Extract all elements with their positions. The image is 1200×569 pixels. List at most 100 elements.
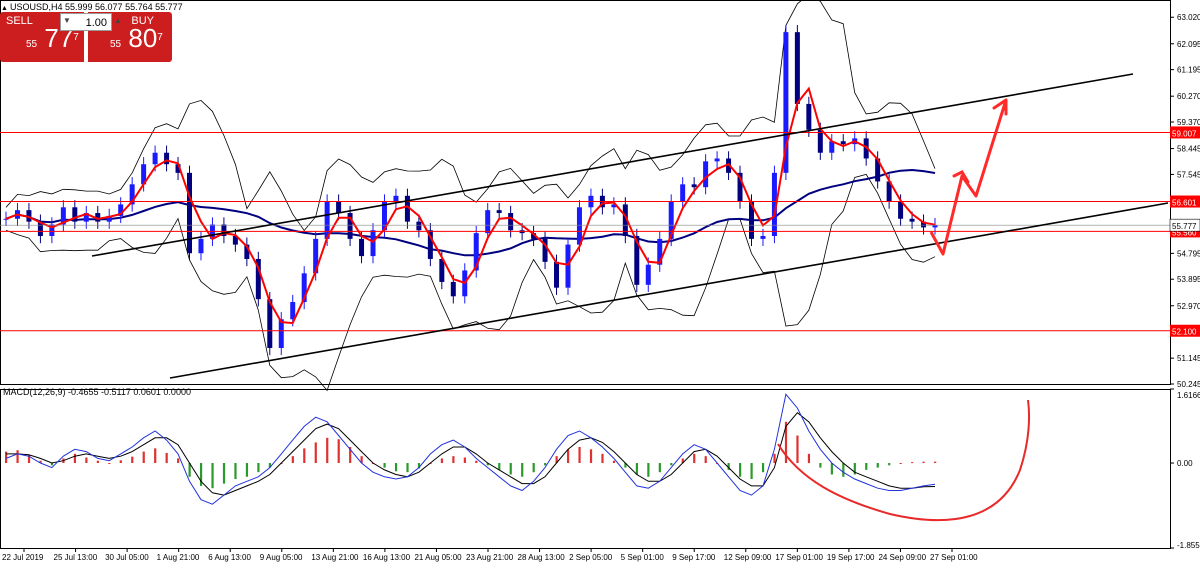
candle-body [645,264,651,285]
candle [37,214,43,244]
price-tick-label: 53.895 [1177,275,1200,284]
candle [794,24,800,112]
candle-body [152,152,158,165]
candle-body [771,172,777,236]
channel-upper-trendline [91,73,1134,257]
candle-body [840,141,846,145]
macd-histogram-bar [922,461,925,464]
macd-histogram-bar [578,446,581,464]
candle-body [290,302,296,320]
candle-body [336,201,342,214]
macd-histogram-bar [337,439,340,464]
buy-label: BUY [131,15,154,27]
lot-size-input[interactable]: 1.00 [60,13,112,31]
candle-body [829,141,835,153]
macd-histogram-bar [16,450,19,464]
macd-histogram-bar [544,463,547,466]
candle-body [141,164,147,185]
macd-main-line [5,393,936,505]
candle-body [703,161,709,188]
time-tick-label: 28 Aug 13:00 [518,553,566,562]
macd-tick-label: 1.6166 [1177,391,1200,400]
macd-histogram-bar [188,463,191,477]
candle-body [278,319,284,348]
hand-drawn-curve [777,399,1031,522]
candle-body [748,201,754,239]
candle-body [198,238,204,254]
candle [129,177,135,212]
macd-histogram-bar [268,463,271,468]
time-tick-label: 21 Aug 05:00 [414,553,462,562]
candle-body [118,204,124,216]
macd-histogram-bar [27,454,31,464]
candle-body [611,204,617,208]
one-click-trade-panel: SELL 55 777 BUY 55 807 1.00 ▼ ▲ [0,12,172,62]
candle [336,194,342,221]
lot-increase-icon[interactable]: ▲ [114,16,122,25]
time-tick-label: 27 Sep 01:00 [930,553,978,562]
sell-label: SELL [6,15,33,27]
candle-body [313,238,319,274]
candle-body [404,195,410,222]
macd-histogram-bar [406,463,409,473]
price-tick-label: 60.270 [1177,92,1200,101]
candle-body [95,213,101,222]
macd-histogram-bar [566,449,570,464]
macd-histogram-bar [291,456,294,464]
candle-body [898,201,904,219]
candle [840,134,846,152]
time-tick-label: 16 Aug 13:00 [363,553,411,562]
candle [370,223,376,264]
macd-histogram-bar [314,442,317,464]
candle-body [49,224,55,236]
candle [60,200,66,232]
time-tick-label: 1 Aug 21:00 [157,553,200,562]
candle-body [668,201,674,239]
price-tick-label: 59.370 [1177,118,1200,127]
macd-histogram-bar [853,463,856,475]
price-tick-label: 54.795 [1177,249,1200,258]
macd-histogram-bar [750,463,753,480]
channel-lower-trendline [169,202,1169,379]
macd-histogram-bar [108,463,111,465]
candle-body [359,238,365,257]
candle [485,202,491,241]
candle [187,165,193,261]
candle-body [576,207,582,245]
level-label: 52.100 [1170,324,1200,337]
candle [611,197,617,215]
candle [221,217,227,244]
candle [72,200,78,229]
candle [496,202,502,221]
candle [416,214,422,238]
candle-body [324,201,330,239]
time-tick-label: 12 Sep 09:00 [724,553,772,562]
macd-histogram-bar [5,451,8,464]
candle [703,154,709,195]
macd-histogram-bar [222,463,226,484]
time-tick-label: 23 Aug 21:00 [466,553,514,562]
macd-histogram-bar [119,460,122,464]
price-tick-label: 63.020 [1177,13,1200,22]
price-axis: 59.007 56.601 55.560 52.100 55.777 63.020 62.0… [1169,13,1200,550]
candle-body [60,207,66,225]
candle-body [473,233,479,271]
level-label-text: 55.560 [1172,228,1197,237]
lot-decrease-icon[interactable]: ▼ [63,16,71,25]
macd-histogram-bar [761,463,765,473]
macd-histogram-bar [73,453,77,464]
candle [783,24,789,181]
time-tick-label: 25 Jul 13:00 [54,553,98,562]
candle-body [416,221,422,231]
macd-histogram-bar [165,452,168,464]
bollinger-upper-band [5,0,936,232]
candle-body [886,181,892,202]
candle-body [794,32,800,104]
candle-body [657,238,663,265]
candle [393,188,399,209]
candle [427,223,433,267]
macd-histogram-bar [303,448,306,464]
macd-histogram-bar [440,458,444,464]
